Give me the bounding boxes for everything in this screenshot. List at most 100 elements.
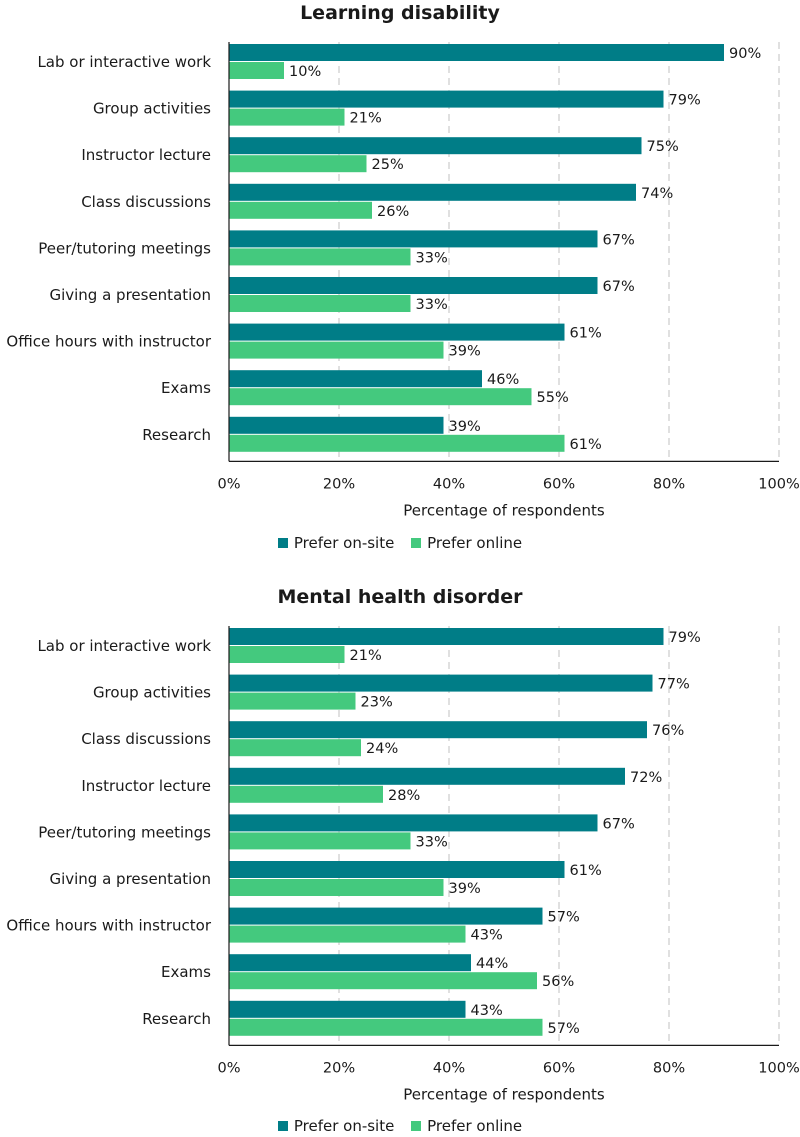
x-tick-label: 80% — [653, 1060, 685, 1076]
bar-online — [229, 972, 537, 990]
data-label: 21% — [350, 648, 382, 664]
chart-title: Mental health disorder — [277, 586, 523, 608]
category-label: Class discussions — [81, 193, 211, 211]
bar-onsite — [229, 277, 598, 294]
x-tick-label: 60% — [543, 476, 575, 492]
data-label: 67% — [603, 279, 635, 295]
bar-onsite — [229, 674, 653, 692]
bar-online — [229, 108, 345, 126]
data-label: 39% — [449, 344, 481, 360]
legend-label-online: Prefer online — [427, 1117, 523, 1135]
data-label: 72% — [630, 770, 662, 786]
bar-online — [229, 925, 466, 943]
data-label: 46% — [487, 372, 519, 388]
category-label: Group activities — [93, 100, 211, 118]
data-label: 74% — [641, 186, 673, 202]
category-label: Group activities — [93, 684, 211, 702]
category-label: Office hours with instructor — [6, 333, 211, 351]
x-tick-label: 80% — [653, 476, 685, 492]
data-label: 67% — [603, 232, 635, 248]
bar-onsite — [229, 416, 444, 434]
data-label: 43% — [471, 1003, 503, 1019]
x-axis-title: Percentage of respondents — [403, 501, 605, 519]
bar-online — [229, 62, 284, 79]
category-label: Exams — [161, 963, 211, 981]
bar-onsite — [229, 323, 565, 341]
legend-swatch-online — [411, 1121, 422, 1131]
data-label: 76% — [652, 723, 684, 739]
data-label: 26% — [377, 204, 409, 220]
legend-swatch-onsite — [277, 538, 288, 548]
category-label: Research — [142, 1010, 211, 1028]
data-label: 28% — [388, 788, 420, 804]
bar-online — [229, 295, 411, 312]
data-label: 75% — [647, 139, 679, 155]
category-label: Giving a presentation — [49, 870, 211, 888]
chart-legend: Prefer on-site Prefer online — [0, 1117, 800, 1135]
category-label: Exams — [161, 379, 211, 397]
bar-online — [229, 388, 532, 406]
category-label: Peer/tutoring meetings — [38, 239, 211, 257]
bar-onsite — [229, 954, 471, 972]
bar-onsite — [229, 137, 642, 155]
bar-online — [229, 879, 444, 896]
category-label: Class discussions — [81, 730, 211, 748]
data-label: 33% — [416, 834, 448, 850]
bar-onsite — [229, 814, 598, 832]
x-tick-label: 100% — [758, 476, 799, 492]
category-label: Research — [142, 426, 211, 444]
category-label: Lab or interactive work — [37, 637, 211, 655]
bar-chart-plot: 0% 20% 40% 60% 80% 100% Lab or interactive wor… — [6, 42, 800, 519]
bar-onsite — [229, 1000, 466, 1018]
data-label: 79% — [669, 630, 701, 646]
bar-onsite — [229, 90, 664, 108]
x-tick-label: 20% — [323, 1060, 355, 1076]
legend-swatch-onsite — [277, 1121, 288, 1131]
bar-onsite — [229, 230, 598, 248]
x-axis-title: Percentage of respondents — [403, 1085, 605, 1103]
bar-onsite — [229, 183, 636, 201]
bar-online — [229, 739, 361, 757]
bar-online — [229, 646, 345, 663]
bar-online — [229, 832, 411, 850]
category-label: Lab or interactive work — [37, 53, 211, 71]
data-label: 44% — [476, 956, 508, 972]
data-label: 25% — [372, 157, 404, 173]
category-label: Instructor lecture — [81, 777, 211, 795]
x-tick-label: 40% — [433, 476, 465, 492]
data-label: 67% — [603, 816, 635, 832]
bar-onsite — [229, 907, 543, 925]
data-label: 90% — [729, 46, 761, 62]
legend-item-online: Prefer online — [411, 534, 522, 552]
data-label: 10% — [289, 64, 321, 80]
x-tick-label: 20% — [323, 476, 355, 492]
category-label: Peer/tutoring meetings — [38, 823, 211, 841]
data-label: 21% — [350, 111, 382, 127]
chart-learning-disability: Learning disability 0% 20% 40% 60% 80% 100% La… — [0, 0, 800, 560]
bar-onsite — [229, 44, 724, 61]
x-tick-label: 0% — [217, 1060, 240, 1076]
chart-title: Learning disability — [300, 2, 500, 24]
category-label: Instructor lecture — [81, 146, 211, 164]
data-label: 56% — [542, 974, 574, 990]
data-label: 55% — [537, 390, 569, 406]
legend-label-online: Prefer online — [427, 534, 523, 552]
x-tick-label: 100% — [758, 1060, 799, 1076]
bar-online — [229, 785, 383, 803]
bar-onsite — [229, 721, 647, 739]
data-label: 39% — [449, 419, 481, 435]
x-tick-label: 40% — [433, 1060, 465, 1076]
data-label: 61% — [570, 326, 602, 342]
data-label: 43% — [471, 928, 503, 944]
bar-online — [229, 434, 565, 452]
data-label: 39% — [449, 881, 481, 897]
legend-item-onsite: Prefer on-site — [277, 1117, 394, 1135]
bar-online — [229, 201, 372, 219]
data-label: 33% — [416, 250, 448, 266]
legend-item-onsite: Prefer on-site — [277, 534, 394, 552]
bar-onsite — [229, 628, 664, 645]
data-label: 33% — [416, 297, 448, 313]
bar-online — [229, 155, 367, 173]
data-label: 61% — [570, 437, 602, 453]
data-label: 24% — [366, 741, 398, 757]
